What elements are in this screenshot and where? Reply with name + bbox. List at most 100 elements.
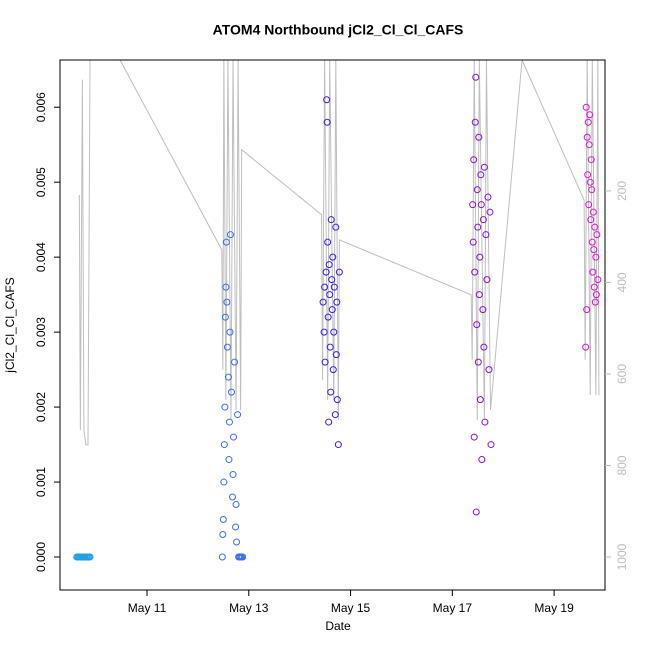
point bbox=[473, 186, 481, 194]
point bbox=[473, 321, 481, 329]
y2-tick-label: 800 bbox=[615, 455, 629, 475]
x-tick-label: May 19 bbox=[534, 601, 574, 615]
point bbox=[324, 238, 332, 246]
y-tick-label: 0.003 bbox=[34, 317, 48, 347]
point bbox=[486, 208, 494, 216]
plot-frame bbox=[59, 59, 606, 591]
point bbox=[477, 171, 485, 179]
point bbox=[471, 118, 479, 126]
point bbox=[323, 96, 331, 104]
point bbox=[475, 133, 483, 141]
point bbox=[484, 193, 492, 201]
point bbox=[225, 456, 233, 464]
point bbox=[231, 358, 239, 366]
point bbox=[222, 238, 230, 246]
point bbox=[225, 418, 233, 426]
point bbox=[221, 313, 229, 321]
y2-tick-label: 400 bbox=[615, 272, 629, 292]
point bbox=[331, 411, 339, 419]
point bbox=[583, 306, 591, 314]
point bbox=[224, 373, 232, 381]
point bbox=[334, 441, 342, 449]
point bbox=[485, 366, 493, 374]
point bbox=[588, 238, 596, 246]
point bbox=[219, 516, 227, 524]
point bbox=[590, 283, 598, 291]
point bbox=[587, 216, 595, 224]
y-tick-label: 0.005 bbox=[34, 167, 48, 197]
point bbox=[480, 343, 488, 351]
point bbox=[586, 178, 594, 186]
point bbox=[320, 328, 328, 336]
point bbox=[333, 396, 341, 404]
point bbox=[474, 358, 482, 366]
point bbox=[234, 411, 242, 419]
point bbox=[594, 276, 602, 284]
point bbox=[582, 343, 590, 351]
point bbox=[587, 156, 595, 164]
point bbox=[585, 141, 593, 149]
point bbox=[472, 508, 480, 516]
y2-tick-label: 200 bbox=[615, 181, 629, 201]
y-tick-label: 0.001 bbox=[34, 467, 48, 497]
point bbox=[223, 343, 231, 351]
point bbox=[588, 186, 596, 194]
point bbox=[322, 268, 330, 276]
point bbox=[589, 208, 597, 216]
y-tick-label: 0.002 bbox=[34, 392, 48, 422]
point bbox=[233, 538, 241, 546]
point bbox=[332, 351, 340, 359]
y2-tick-label: 1000 bbox=[615, 543, 629, 570]
point bbox=[226, 231, 234, 239]
x-tick-label: May 11 bbox=[128, 601, 167, 615]
point bbox=[327, 388, 335, 396]
point bbox=[326, 343, 334, 351]
point bbox=[593, 231, 601, 239]
point bbox=[589, 268, 597, 276]
point bbox=[221, 403, 229, 411]
point bbox=[480, 163, 488, 171]
point bbox=[584, 171, 592, 179]
point bbox=[232, 523, 240, 531]
x-tick-label: May 15 bbox=[331, 601, 371, 615]
point bbox=[478, 456, 486, 464]
line bbox=[78, 60, 600, 446]
point bbox=[220, 441, 228, 449]
point bbox=[227, 388, 235, 396]
point bbox=[319, 298, 327, 306]
point bbox=[219, 531, 227, 539]
point bbox=[86, 553, 94, 561]
point bbox=[321, 358, 329, 366]
point bbox=[232, 501, 240, 509]
point bbox=[585, 201, 593, 209]
point bbox=[471, 268, 479, 276]
point bbox=[590, 246, 598, 254]
point bbox=[482, 231, 490, 239]
point bbox=[223, 298, 231, 306]
point bbox=[469, 201, 477, 209]
point bbox=[333, 298, 341, 306]
point bbox=[481, 418, 489, 426]
y-tick-label: 0.004 bbox=[34, 242, 48, 272]
point bbox=[220, 478, 228, 486]
point bbox=[470, 433, 478, 441]
point bbox=[483, 276, 491, 284]
point bbox=[476, 253, 484, 261]
point bbox=[586, 111, 594, 119]
point bbox=[222, 283, 230, 291]
point bbox=[226, 328, 234, 336]
point bbox=[474, 223, 482, 231]
point bbox=[591, 298, 599, 306]
x-tick-label: May 13 bbox=[229, 601, 269, 615]
point bbox=[323, 118, 331, 126]
point bbox=[591, 223, 599, 231]
point bbox=[582, 103, 590, 111]
point bbox=[335, 268, 343, 276]
plot-area bbox=[73, 60, 602, 561]
point bbox=[584, 118, 592, 126]
point bbox=[479, 306, 487, 314]
point bbox=[229, 493, 237, 501]
y-axis-label: jCl2_Cl_Cl_CAFS bbox=[3, 277, 17, 373]
point bbox=[472, 73, 480, 81]
